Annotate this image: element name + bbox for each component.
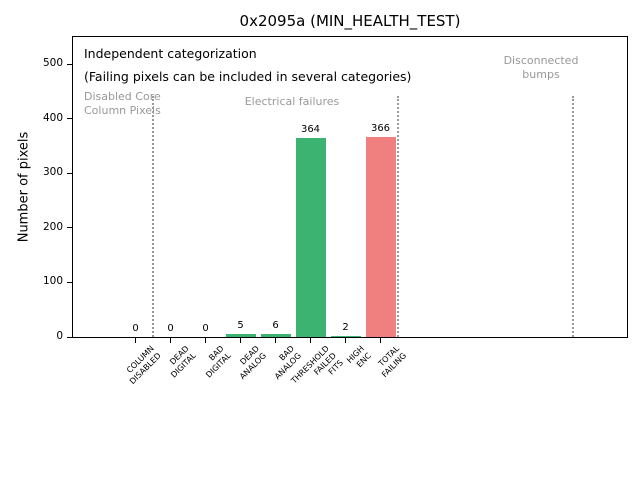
x-tick-label-text: COLUMN DISABLED [124,344,163,386]
x-tick-label-text: DEAD DIGITAL [168,344,198,380]
y-tick [67,118,72,120]
bar [260,333,291,337]
bar [330,335,361,337]
y-tick [67,281,72,283]
y-tick-label: 100 [42,275,63,288]
y-tick-label: 300 [42,166,63,179]
bar-value-label: 0 [202,323,209,334]
bar-value-label: 366 [370,123,391,135]
x-tick [275,338,276,343]
plot-area [72,36,628,338]
x-tick [310,338,311,343]
annotation-independent-categorization-note: (Failing pixels can be included in sever… [84,69,412,84]
x-tick [345,338,346,343]
annotation-electrical-failures: Electrical failures [244,95,340,108]
x-tick-label-text: DEAD ANALOG [237,344,268,382]
x-tick [135,338,136,343]
chart-title: 0x2095a (MIN_HEALTH_TEST) [239,12,461,30]
x-tick [240,338,241,343]
annotation-independent-categorization: Independent categorization [84,46,257,61]
bar-value-label: 5 [237,320,244,332]
y-tick-label: 200 [42,220,63,233]
y-tick-label: 0 [56,330,63,342]
annotation-disabled-core-column-pixels: Disabled Core Column Pixels [84,90,161,117]
x-tick [205,338,206,343]
y-tick [67,336,72,338]
separator-line [572,96,574,337]
bar [225,334,256,337]
bar [365,137,396,337]
bar-value-label: 0 [167,323,174,334]
bar-value-label: 364 [300,124,321,136]
x-tick-label-text: TOTAL FAILING [376,344,408,380]
bar-value-label: 6 [272,319,279,331]
y-tick [67,63,72,65]
separator-line [397,96,399,337]
annotation-disconnected-bumps: Disconnected bumps [503,54,579,81]
y-tick [67,227,72,229]
y-tick-label: 500 [42,57,63,70]
x-tick-label-text: HIGH ENC [344,344,373,370]
bar-value-label: 2 [342,321,349,333]
bar-value-label: 0 [132,323,139,334]
x-tick [170,338,171,343]
bar [295,138,326,337]
y-tick [67,172,72,174]
x-tick-label-text: BAD DIGITAL [204,344,233,380]
separator-line [151,96,154,337]
x-tick [380,338,381,343]
y-tick-label: 400 [42,111,63,124]
